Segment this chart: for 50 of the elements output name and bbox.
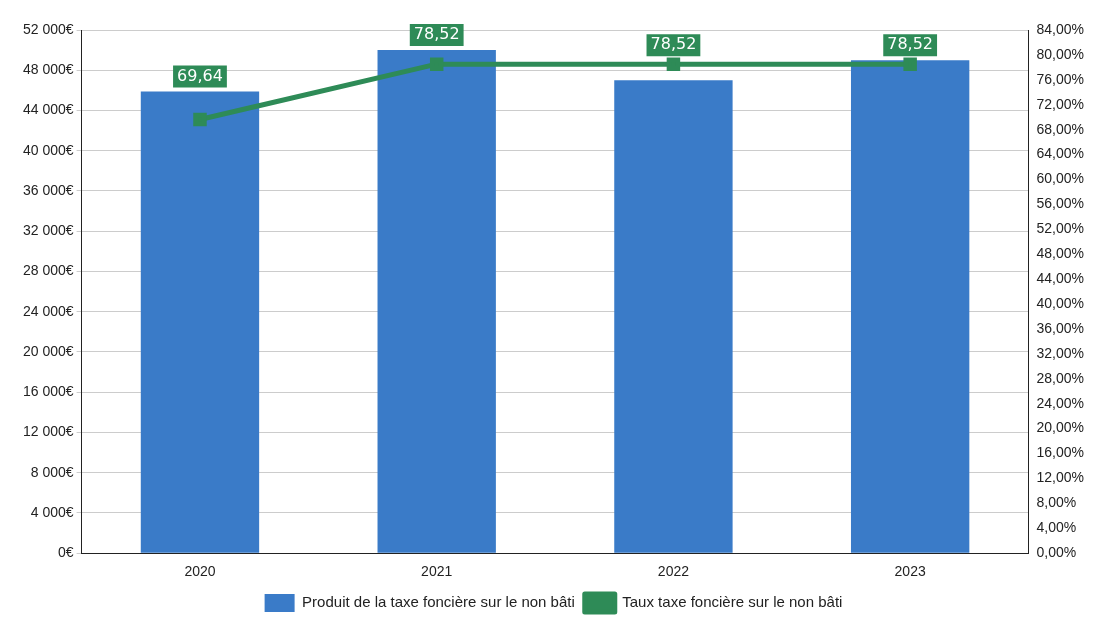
y-tick-label: 4 000€ [30, 503, 74, 520]
y-tick-label: 28 000€ [23, 262, 74, 279]
y2-tick-label: 64,00% [1036, 145, 1084, 162]
y2-tick-label: 56,00% [1036, 195, 1084, 212]
y2-tick-label: 8,00% [1036, 494, 1077, 511]
y2-tick-label: 68,00% [1036, 120, 1084, 137]
y2-tick-label: 20,00% [1036, 419, 1084, 436]
x-tick-label: 2021 [421, 563, 453, 580]
y2-tick-label: 12,00% [1036, 469, 1084, 486]
y-tick-label: 0€ [58, 544, 74, 561]
bar [614, 80, 733, 553]
data-label: 78,52 [650, 34, 697, 54]
y2-tick-label: 80,00% [1036, 45, 1084, 62]
bar [377, 50, 496, 553]
y2-tick-label: 36,00% [1036, 319, 1084, 336]
y2-tick-label: 48,00% [1036, 245, 1084, 262]
y-tick-label: 40 000€ [23, 141, 74, 158]
y2-tick-label: 72,00% [1036, 95, 1084, 112]
y-tick-label: 48 000€ [23, 61, 74, 78]
x-tick-label: 2023 [894, 563, 926, 580]
data-label: 78,52 [887, 34, 934, 54]
y-tick-label: 24 000€ [23, 302, 74, 319]
y-tick-label: 52 000€ [23, 20, 74, 37]
legend-label: Produit de la taxe foncière sur le non bâti [302, 593, 575, 611]
y2-tick-label: 60,00% [1036, 170, 1084, 187]
y-tick-label: 36 000€ [23, 181, 74, 198]
data-label: 78,52 [413, 24, 460, 44]
y-tick-label: 12 000€ [23, 423, 74, 440]
y-tick-label: 16 000€ [23, 383, 74, 400]
x-tick-label: 2020 [184, 563, 216, 580]
y2-tick-label: 0,00% [1036, 544, 1077, 561]
y2-tick-label: 84,00% [1036, 20, 1084, 37]
y2-tick-label: 44,00% [1036, 270, 1084, 286]
legend-label: Taux taxe foncière sur le non bâti [622, 593, 843, 611]
y2-tick-label: 28,00% [1036, 369, 1084, 386]
y2-tick-label: 24,00% [1036, 394, 1084, 411]
x-tick-label: 2022 [657, 563, 690, 580]
bar [850, 60, 970, 553]
y-tick-label: 8 000€ [30, 463, 74, 480]
y-tick-label: 32 000€ [23, 222, 74, 239]
y2-tick-label: 40,00% [1036, 294, 1084, 311]
y2-tick-label: 4,00% [1036, 519, 1077, 536]
y2-tick-label: 16,00% [1036, 444, 1084, 461]
bar [140, 91, 260, 553]
y-tick-label: 20 000€ [23, 342, 74, 359]
y2-tick-label: 52,00% [1036, 220, 1084, 237]
y-tick-label: 44 000€ [23, 101, 74, 118]
y2-tick-label: 76,00% [1036, 70, 1084, 87]
y2-tick-label: 32,00% [1036, 344, 1084, 361]
data-label: 69,64 [177, 65, 223, 85]
